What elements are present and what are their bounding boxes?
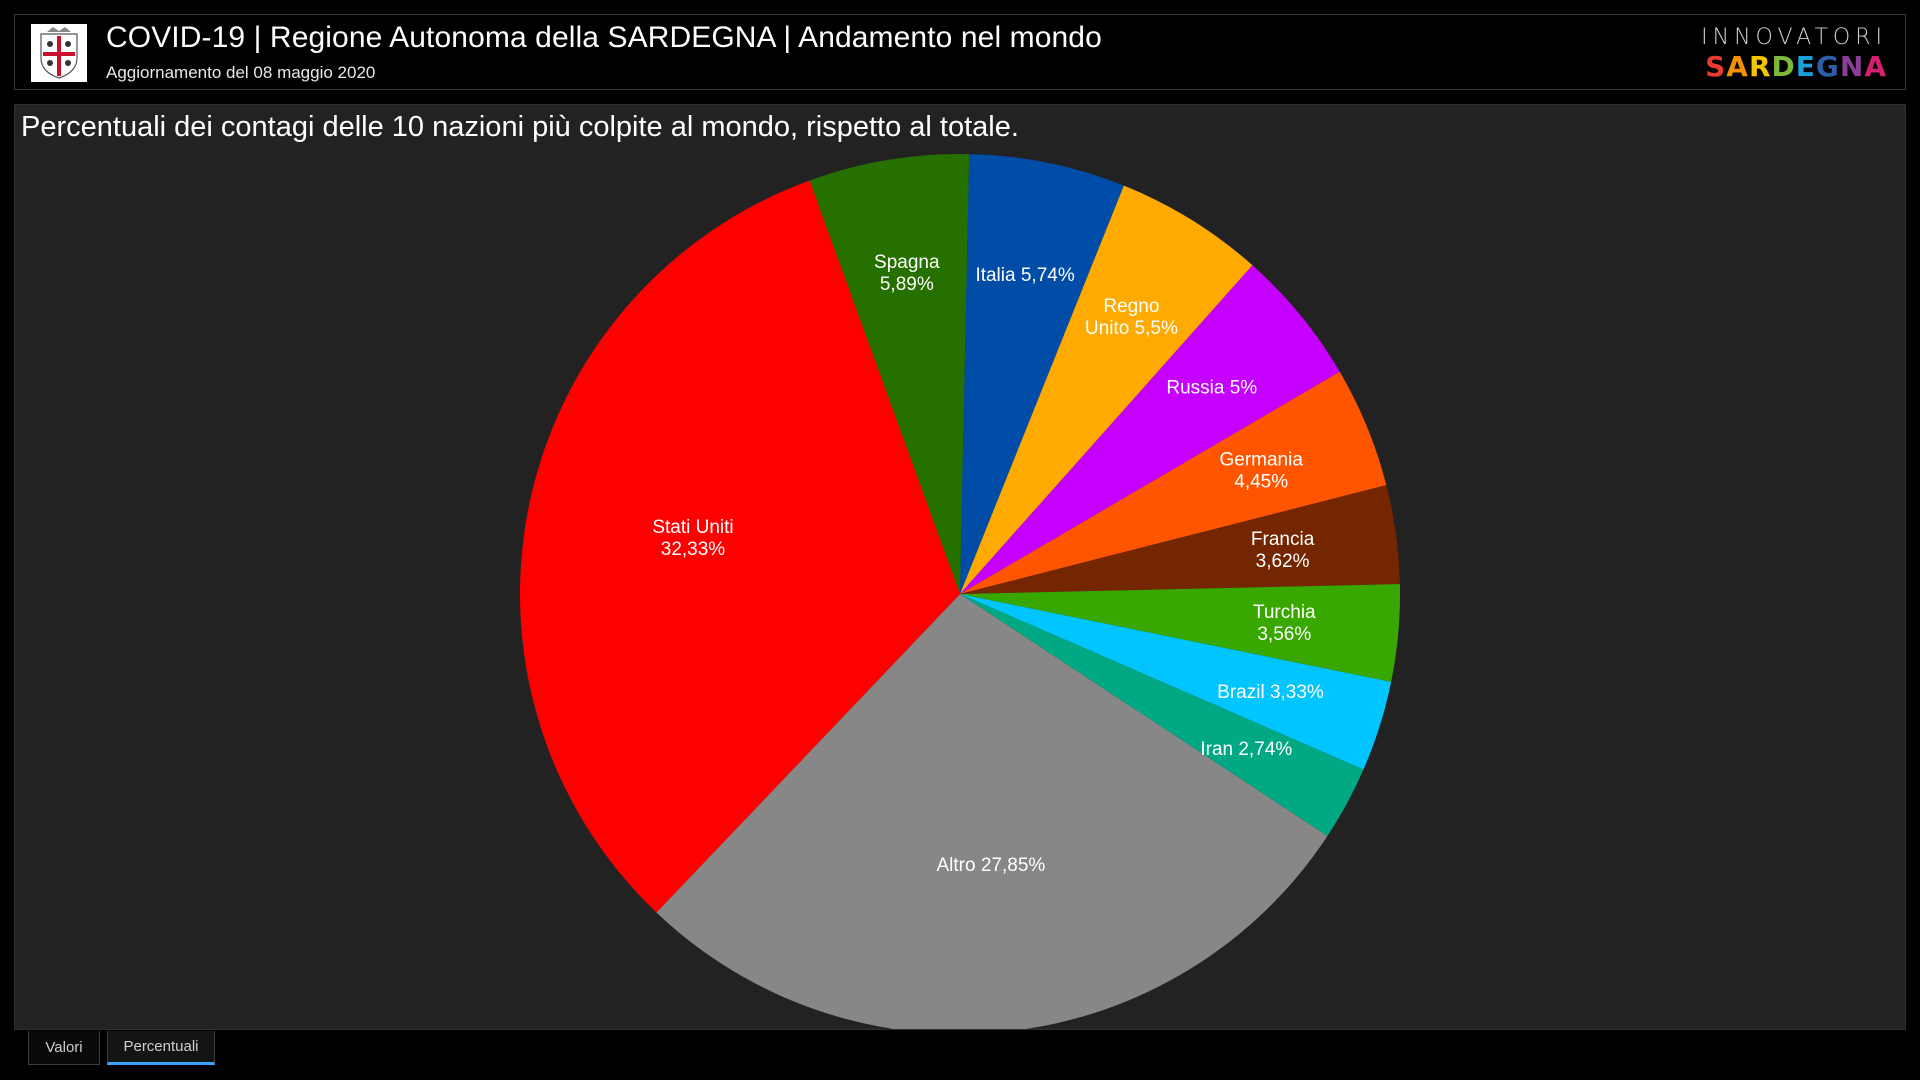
update-date: Aggiornamento del 08 maggio 2020	[106, 63, 376, 82]
slice-label: Italia 5,74%	[975, 265, 1074, 286]
slice-label: Russia 5%	[1166, 378, 1257, 399]
slice-label: Spagna 5,89%	[874, 252, 940, 295]
logo-letter: A	[1726, 50, 1749, 83]
slice-label: Iran 2,74%	[1200, 739, 1292, 760]
slice-label: Regno Unito 5,5%	[1085, 296, 1178, 339]
chart-panel: Spagna 5,89% Italia 5,74% Regno Unito 5,5% Ru…	[14, 104, 1906, 1030]
chart-title: Percentuali dei contagi delle 10 nazioni…	[21, 111, 1019, 143]
slice-label: Francia 3,62%	[1251, 529, 1315, 572]
pie-slice-spagna[interactable]	[809, 154, 970, 594]
page-title: COVID-19 | Regione Autonoma della SARDEG…	[106, 21, 1102, 54]
pie-slice-brazil[interactable]	[960, 594, 1392, 770]
slice-label: Brazil 3,33%	[1217, 682, 1324, 703]
pie-slice-russia[interactable]	[960, 265, 1340, 594]
pie-slice-altro[interactable]	[656, 594, 1328, 1029]
slice-label: Turchia 3,56%	[1253, 602, 1316, 645]
slice-label: Stati Uniti 32,33%	[652, 517, 733, 560]
pie-slice-regno-unito[interactable]	[960, 185, 1253, 594]
pie-slice-stati-uniti[interactable]	[520, 180, 960, 913]
logo-letter: R	[1748, 50, 1772, 83]
innovatori-logo-text: INNOVATORI	[1701, 25, 1887, 50]
slice-label: Altro 27,85%	[937, 855, 1046, 876]
logo-letter: G	[1815, 50, 1840, 83]
logo-letter: D	[1771, 50, 1796, 83]
pie-slice-italia[interactable]	[960, 154, 1124, 594]
tab-percentuali[interactable]: Percentuali	[107, 1031, 215, 1065]
sardegna-logo-text: SARDEGNA	[1705, 50, 1887, 83]
logo-letter: N	[1839, 50, 1865, 83]
sardinia-emblem-icon	[31, 24, 87, 82]
pie-slice-turchia[interactable]	[960, 584, 1401, 682]
pie-slice-iran[interactable]	[960, 594, 1364, 837]
pie-chart: Spagna 5,89% Italia 5,74% Regno Unito 5,5% Ru…	[520, 154, 1401, 1029]
pie-slice-francia[interactable]	[960, 485, 1400, 594]
pie-slice-germania[interactable]	[960, 371, 1387, 594]
header-bar: COVID-19 | Regione Autonoma della SARDEG…	[14, 14, 1906, 90]
logo-letter: E	[1795, 50, 1816, 83]
logo-letter: S	[1705, 50, 1727, 83]
slice-label: Germania 4,45%	[1219, 449, 1303, 492]
logo-letter: A	[1864, 50, 1887, 83]
tab-valori[interactable]: Valori	[28, 1031, 100, 1065]
